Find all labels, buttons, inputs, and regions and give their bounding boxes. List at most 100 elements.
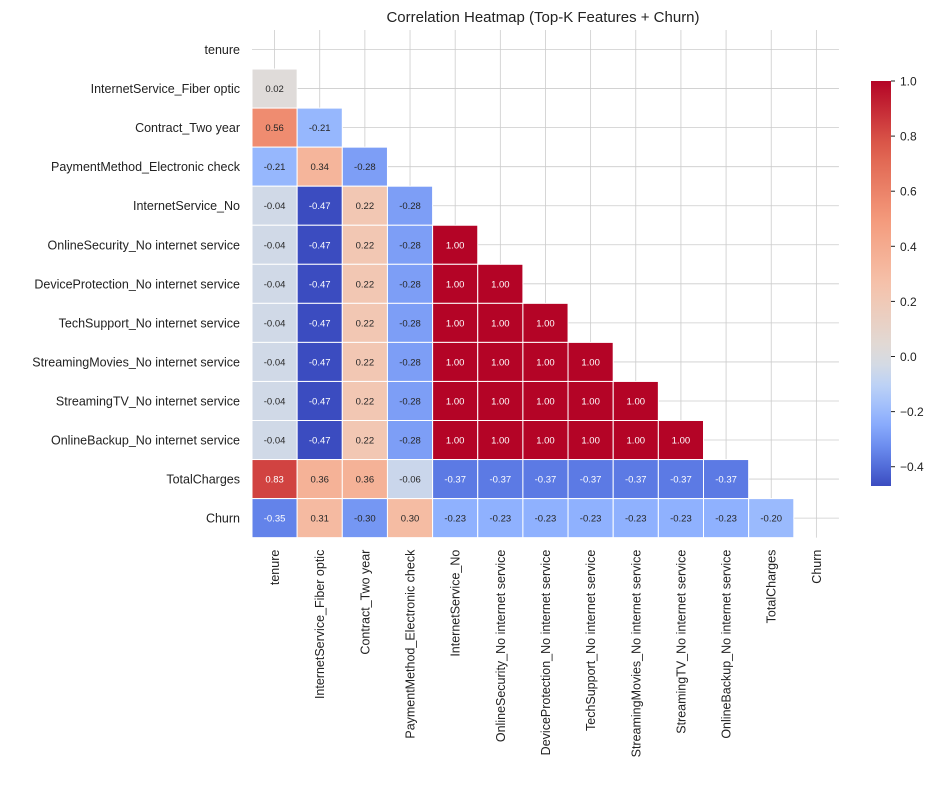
y-tick-label: TotalCharges <box>166 473 240 487</box>
colorbar-ticks: 1.0 0.8 0.6 0.4 0.2 0.0 −0.2 −0.4 <box>891 75 924 474</box>
heatmap-cell <box>567 459 614 500</box>
cell-value-label: -0.23 <box>444 514 466 525</box>
heatmap-cell <box>251 263 298 304</box>
heatmap-cell <box>477 459 524 500</box>
cell-value-label: -0.37 <box>580 475 602 486</box>
heatmap-cell <box>296 302 343 343</box>
x-tick-label: PaymentMethod_Electronic check <box>404 549 418 739</box>
cell-value-label: -0.23 <box>625 514 647 525</box>
cell-value-label: -0.47 <box>309 201 331 212</box>
heatmap-cell <box>341 498 388 539</box>
cell-value-label: -0.47 <box>309 240 331 251</box>
cell-value-label: -0.28 <box>354 162 376 173</box>
cell-value-label: 1.00 <box>446 240 465 251</box>
cell-value-label: -0.28 <box>399 201 421 212</box>
cell-value-label: -0.37 <box>625 475 647 486</box>
cell-value-label: 0.22 <box>356 436 375 447</box>
heatmap-cell <box>386 380 434 422</box>
cell-value-label: 1.00 <box>536 357 555 368</box>
cell-value-label: 0.34 <box>310 162 329 173</box>
heatmap-cell <box>522 498 569 539</box>
cell-value-label: 0.02 <box>265 84 284 95</box>
colorbar-tick-label: −0.2 <box>900 405 924 419</box>
x-tick-label: InternetService_Fiber optic <box>313 550 327 699</box>
heatmap-cell <box>386 302 434 343</box>
cell-value-label: -0.47 <box>309 318 331 329</box>
cell-value-label: -0.35 <box>264 514 286 525</box>
cell-value-label: -0.04 <box>264 201 286 212</box>
cell-value-label: -0.28 <box>399 318 421 329</box>
heatmap-cell <box>341 380 388 422</box>
heatmap-cell <box>296 341 343 382</box>
y-tick-label: InternetService_Fiber optic <box>91 82 240 96</box>
cell-value-label: 0.36 <box>356 475 375 486</box>
cell-value-label: -0.28 <box>399 436 421 447</box>
heatmap-cell <box>251 107 298 148</box>
heatmap-cell <box>522 380 569 422</box>
x-tick-label: InternetService_No <box>449 550 463 657</box>
x-tick-label: TechSupport_No internet service <box>584 550 598 731</box>
cell-value-label: -0.23 <box>670 514 692 525</box>
heatmap-cell <box>341 146 388 187</box>
x-tick-label: OnlineSecurity_No internet service <box>494 550 508 742</box>
cell-value-label: -0.37 <box>444 475 466 486</box>
cell-value-label: 1.00 <box>581 436 600 447</box>
y-tick-label: tenure <box>205 43 240 57</box>
cell-value-label: -0.28 <box>399 279 421 290</box>
cell-value-label: 1.00 <box>581 396 600 407</box>
colorbar-tick-label: 0.2 <box>900 295 917 309</box>
y-tick-label: OnlineSecurity_No internet service <box>48 238 240 252</box>
cell-value-label: -0.37 <box>535 475 557 486</box>
heatmap-cell <box>432 498 479 539</box>
heatmap-cell <box>341 420 388 461</box>
heatmap-cell <box>296 420 343 461</box>
cell-value-label: 1.00 <box>446 318 465 329</box>
cell-value-label: -0.04 <box>264 357 286 368</box>
cell-value-label: -0.28 <box>399 396 421 407</box>
cell-value-label: -0.04 <box>264 436 286 447</box>
cell-value-label: -0.37 <box>715 475 737 486</box>
cell-value-label: 1.00 <box>491 318 510 329</box>
cell-value-label: 1.00 <box>672 436 691 447</box>
cell-value-label: -0.04 <box>264 318 286 329</box>
heatmap-cell <box>432 459 479 500</box>
heatmap-cell <box>341 341 388 382</box>
heatmap-cell <box>432 380 479 422</box>
x-tick-label: OnlineBackup_No internet service <box>720 550 734 739</box>
heatmap-cell <box>657 420 704 461</box>
y-tick-label: DeviceProtection_No internet service <box>34 277 240 291</box>
heatmap-cell <box>251 224 298 265</box>
cell-value-label: 1.00 <box>491 436 510 447</box>
cell-value-label: 0.83 <box>265 475 284 486</box>
cell-value-label: -0.23 <box>535 514 557 525</box>
heatmap-cell <box>477 498 524 539</box>
heatmap-cell <box>477 341 524 382</box>
cell-value-label: 1.00 <box>491 279 510 290</box>
cell-value-label: -0.47 <box>309 357 331 368</box>
heatmap-cell <box>341 459 388 500</box>
cell-value-label: -0.04 <box>264 396 286 407</box>
heatmap-cell <box>477 380 524 422</box>
heatmap-cell <box>251 302 298 343</box>
colorbar-tick-label: 0.6 <box>900 185 917 199</box>
cell-value-label: -0.28 <box>399 240 421 251</box>
cell-value-label: -0.04 <box>264 279 286 290</box>
cell-value-label: 1.00 <box>446 396 465 407</box>
cell-value-label: -0.21 <box>309 123 331 134</box>
cell-value-label: 1.00 <box>446 357 465 368</box>
x-tick-label: StreamingMovies_No internet service <box>629 550 643 758</box>
heatmap-cell <box>567 380 614 422</box>
cell-value-label: -0.04 <box>264 240 286 251</box>
cell-value-label: -0.37 <box>670 475 692 486</box>
heatmap-cell <box>296 498 343 539</box>
cell-value-label: 0.36 <box>310 475 329 486</box>
cell-value-label: 0.22 <box>356 240 375 251</box>
cell-value-label: 0.56 <box>265 123 284 134</box>
cell-value-label: 1.00 <box>446 279 465 290</box>
heatmap-cell <box>612 459 659 500</box>
cell-value-label: 1.00 <box>536 396 555 407</box>
heatmap-cell <box>341 224 388 265</box>
colorbar-tick-label: 0.0 <box>900 350 917 364</box>
y-tick-label: StreamingMovies_No internet service <box>32 355 240 369</box>
